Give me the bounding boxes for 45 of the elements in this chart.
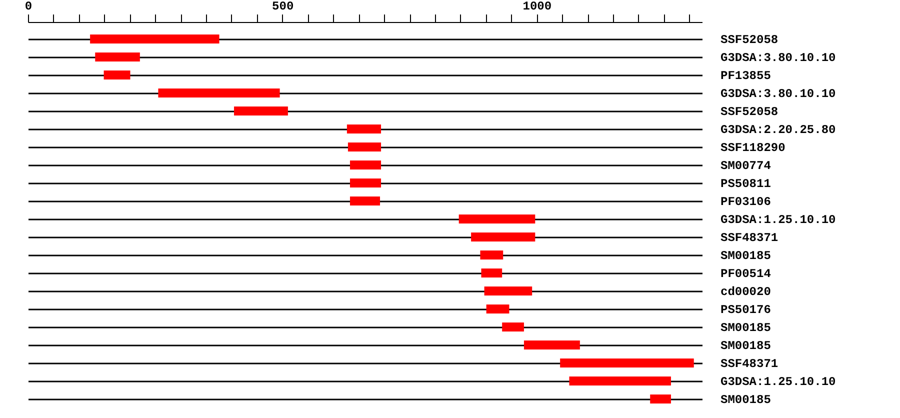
y-tick-label: SSF52058 xyxy=(720,33,778,47)
y-tick-label: G3DSA:1.25.10.10 xyxy=(720,213,836,227)
y-tick-label: PF00514 xyxy=(720,267,771,281)
x-tick-label: 0 xyxy=(24,0,32,14)
bar xyxy=(486,304,510,314)
bar xyxy=(348,142,382,152)
bar xyxy=(484,286,532,296)
y-tick-label: SM00185 xyxy=(720,339,771,353)
y-tick-label: G3DSA:3.80.10.10 xyxy=(720,87,836,101)
bar xyxy=(90,34,220,44)
bar xyxy=(524,340,580,350)
bar xyxy=(350,196,380,206)
y-tick-label: PS50176 xyxy=(720,303,771,317)
bar xyxy=(234,106,288,116)
y-tick-label: SM00774 xyxy=(720,159,771,173)
bar xyxy=(95,52,140,62)
y-tick-label: SSF52058 xyxy=(720,105,778,119)
y-tick-label: G3DSA:3.80.10.10 xyxy=(720,51,836,65)
bar xyxy=(560,358,694,368)
y-tick-label: SSF48371 xyxy=(720,357,778,371)
bar xyxy=(350,178,382,188)
bar xyxy=(569,376,671,386)
x-tick-label: 500 xyxy=(272,0,294,14)
y-tick-label: SM00185 xyxy=(720,249,771,263)
y-tick-label: PS50811 xyxy=(720,177,771,191)
y-tick-label: SSF48371 xyxy=(720,231,778,245)
bar xyxy=(158,88,280,98)
y-tick-label: SM00185 xyxy=(720,321,771,335)
y-tick-label: PF13855 xyxy=(720,69,771,83)
bar xyxy=(104,70,130,80)
bar xyxy=(502,322,524,332)
bar xyxy=(471,232,536,242)
bar xyxy=(481,268,502,278)
bar xyxy=(458,214,536,224)
y-tick-label: cd00020 xyxy=(720,285,771,299)
y-tick-label: SSF118290 xyxy=(720,141,786,155)
y-tick-label: PF03106 xyxy=(720,195,771,209)
bar xyxy=(650,394,671,404)
y-tick-label: SM00185 xyxy=(720,393,771,407)
x-tick-label: 1000 xyxy=(522,0,552,14)
y-tick-label: G3DSA:1.25.10.10 xyxy=(720,375,836,389)
y-tick-label: G3DSA:2.20.25.80 xyxy=(720,123,836,137)
bar xyxy=(346,124,382,134)
bar xyxy=(350,160,382,170)
bar xyxy=(480,250,504,260)
